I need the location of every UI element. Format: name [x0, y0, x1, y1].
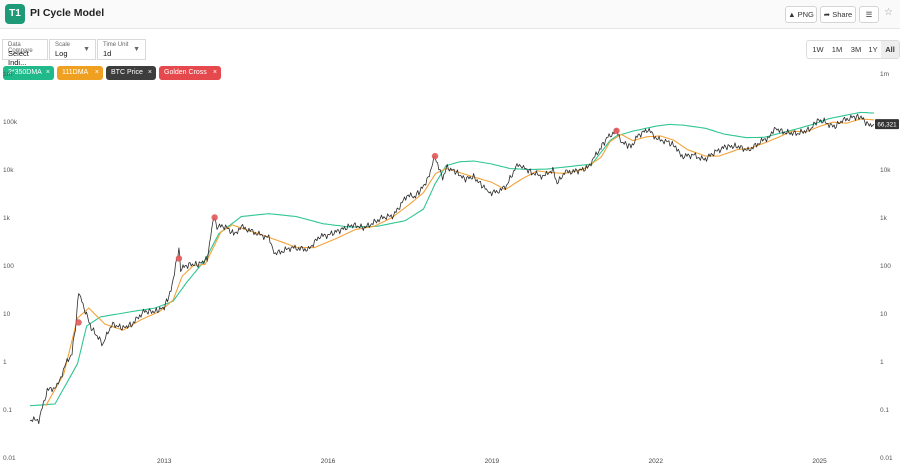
- x-tick-label: 2013: [157, 458, 172, 465]
- y-tick-label-left: 1k: [3, 215, 11, 222]
- golden-cross-marker: [431, 152, 439, 160]
- close-icon[interactable]: ×: [212, 69, 217, 76]
- close-icon[interactable]: ×: [45, 69, 50, 76]
- btc-price-line: [29, 113, 875, 425]
- y-tick-label-right: 1: [880, 359, 884, 366]
- last-price-label: 66,321: [877, 122, 897, 129]
- png-export-button[interactable]: ▲ PNG: [785, 6, 817, 23]
- time-unit-select[interactable]: Time Unit 1d ▼: [97, 39, 146, 60]
- share-icon: ➦: [823, 10, 831, 19]
- y-tick-label-left: 0.01: [3, 455, 16, 462]
- golden-cross-marker: [75, 319, 82, 326]
- data-compare-value: Select Indi...: [8, 49, 29, 67]
- legend-chip-label: Golden Cross: [164, 69, 207, 76]
- page-title: PI Cycle Model: [30, 7, 105, 19]
- dma111-line: [45, 118, 875, 406]
- y-tick-label-left: 1: [3, 359, 7, 366]
- data-compare-label: Data Compare: [8, 42, 33, 54]
- golden-cross-marker: [211, 214, 218, 221]
- download-icon: ▲: [788, 10, 796, 19]
- legend-chip-2x350dma[interactable]: 2*350DMA ×: [3, 66, 54, 80]
- range-1w-button[interactable]: 1W: [812, 45, 824, 54]
- y-tick-label-right: 0.01: [880, 455, 893, 462]
- range-all-button[interactable]: All: [881, 41, 899, 58]
- range-1y-button[interactable]: 1Y: [868, 45, 878, 54]
- last-price-badge: [875, 119, 899, 130]
- scale-label: Scale: [55, 42, 71, 48]
- legend-chip-btc-price[interactable]: BTC Price ×: [106, 66, 156, 80]
- y-tick-label-left: 10k: [3, 167, 14, 174]
- legend-chip-golden-cross[interactable]: Golden Cross ×: [159, 66, 221, 80]
- chevron-down-icon: ▼: [133, 46, 140, 53]
- range-selector: 1W 1M 3M 1Y All: [806, 40, 900, 59]
- y-tick-label-left: 100: [3, 263, 14, 270]
- share-button[interactable]: ➦ Share: [820, 6, 856, 23]
- range-1m-button[interactable]: 1M: [831, 45, 843, 54]
- y-tick-label-left: 10: [3, 311, 11, 318]
- time-unit-label: Time Unit: [103, 42, 129, 48]
- y-tick-label-left: 1m: [3, 71, 12, 78]
- y-tick-label-right: 10: [880, 311, 888, 318]
- legend-chip-111dma[interactable]: 111DMA ×: [57, 66, 103, 80]
- range-3m-button[interactable]: 3M: [850, 45, 862, 54]
- scale-select[interactable]: Scale Log ▼: [49, 39, 96, 60]
- x-tick-label: 2025: [812, 458, 827, 465]
- y-tick-label-right: 1k: [880, 215, 888, 222]
- star-icon[interactable]: ☆: [884, 7, 893, 18]
- y-tick-label-left: 100k: [3, 119, 18, 126]
- app-logo: T1: [5, 4, 25, 24]
- png-label: PNG: [797, 10, 814, 19]
- legend-chip-label: 2*350DMA: [8, 69, 42, 76]
- y-tick-label-right: 10k: [880, 167, 891, 174]
- dma350x2-line: [29, 111, 875, 407]
- chevron-down-icon: ▼: [83, 46, 90, 53]
- legend-chip-label: BTC Price: [111, 69, 143, 76]
- legend-chip-label: 111DMA: [62, 69, 89, 76]
- top-bar: T1 PI Cycle Model ▲ PNG ➦ Share ☰ ☆: [0, 0, 900, 29]
- time-unit-value: 1d: [103, 49, 112, 58]
- x-tick-label: 2022: [648, 458, 663, 465]
- golden-cross-marker: [613, 127, 620, 135]
- y-tick-label-right: 1m: [880, 71, 889, 78]
- golden-cross-marker: [175, 255, 183, 262]
- data-compare-select[interactable]: Data Compare Select Indi...: [2, 39, 48, 67]
- x-tick-label: 2019: [485, 458, 500, 465]
- share-label: Share: [832, 10, 853, 19]
- close-icon[interactable]: ×: [94, 69, 99, 76]
- y-tick-label-right: 100: [880, 263, 891, 270]
- close-icon[interactable]: ×: [147, 69, 152, 76]
- y-tick-label-left: 0.1: [3, 407, 12, 414]
- y-tick-label-right: 0.1: [880, 407, 889, 414]
- x-tick-label: 2016: [321, 458, 336, 465]
- scale-value: Log: [55, 49, 68, 58]
- sliders-icon[interactable]: ☰: [859, 6, 879, 23]
